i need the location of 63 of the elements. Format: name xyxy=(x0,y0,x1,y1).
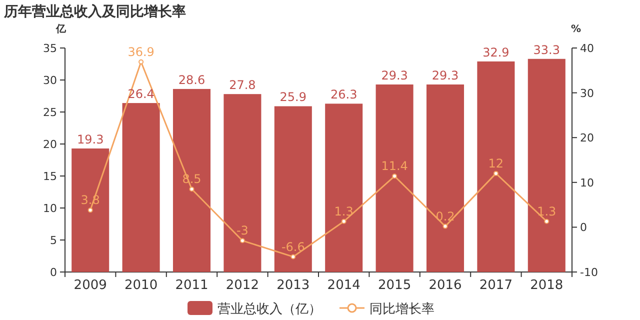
y2-tick-label: 20 xyxy=(580,132,594,145)
bar xyxy=(122,103,160,272)
bar xyxy=(325,104,363,272)
bar xyxy=(172,88,211,272)
data-label: -3 xyxy=(236,224,248,238)
bar xyxy=(426,84,464,272)
y2-tick-label: -10 xyxy=(580,266,598,279)
x-tick-label: 2012 xyxy=(226,278,259,293)
point xyxy=(189,186,194,192)
y-tick-label: 20 xyxy=(43,138,57,151)
x-tick-label: 2015 xyxy=(378,278,412,293)
y2-tick-label: 10 xyxy=(580,176,594,190)
data-label: 1.3 xyxy=(537,204,556,218)
point xyxy=(290,254,296,260)
data-label: 32.9 xyxy=(482,45,510,60)
bar xyxy=(477,61,515,272)
y2-axis-title: % xyxy=(570,24,582,35)
y-axis-title: 亿 xyxy=(55,23,67,35)
legend-label: 同比增长率 xyxy=(370,301,434,317)
x-tick-label: 2013 xyxy=(276,278,310,293)
data-label: 33.3 xyxy=(533,42,560,57)
bar xyxy=(274,106,312,272)
x-tick-label: 2018 xyxy=(530,278,564,293)
y-tick-label: 25 xyxy=(43,106,57,119)
point xyxy=(341,218,346,224)
y-tick-label: 15 xyxy=(43,170,57,183)
data-label: 26.3 xyxy=(330,88,358,102)
x-tick-label: 2014 xyxy=(327,278,360,293)
point xyxy=(442,224,448,229)
y-tick-label: 5 xyxy=(50,234,57,247)
data-label: 27.8 xyxy=(229,78,256,92)
data-label: 25.9 xyxy=(280,90,307,104)
point xyxy=(88,208,93,213)
y-tick-label: 30 xyxy=(43,74,57,87)
point xyxy=(138,59,144,64)
x-tick-label: 2017 xyxy=(479,278,512,293)
y-tick-label: 10 xyxy=(43,202,57,215)
x-tick-label: 2016 xyxy=(428,278,462,293)
y-tick-label: 35 xyxy=(43,42,57,55)
data-label: 19.3 xyxy=(76,132,104,146)
y2-tick-label: 40 xyxy=(580,42,594,55)
bar xyxy=(72,148,110,272)
data-label: 29.3 xyxy=(432,68,459,82)
y-tick-label: 0 xyxy=(50,266,57,279)
y2-tick-label: 0 xyxy=(580,221,587,234)
point xyxy=(544,218,550,224)
point xyxy=(493,170,498,176)
x-tick-label: 2011 xyxy=(175,278,208,293)
data-label: 11.4 xyxy=(381,159,408,174)
legend-label: 营业总收入（亿） xyxy=(218,302,322,317)
bar xyxy=(224,94,262,272)
y2-tick-label: 30 xyxy=(580,86,594,100)
data-label: 28.6 xyxy=(178,72,206,87)
chart-title: 历年营业总收入及同比增长率 xyxy=(3,3,186,20)
point xyxy=(392,174,398,179)
bar xyxy=(528,58,566,272)
x-tick-label: 2010 xyxy=(124,278,158,293)
data-label: 29.3 xyxy=(381,68,408,82)
point xyxy=(240,238,245,244)
data-label: 36.9 xyxy=(128,44,154,59)
x-tick-label: 2009 xyxy=(74,278,107,293)
data-label: 12 xyxy=(488,156,504,170)
bar xyxy=(376,84,414,272)
